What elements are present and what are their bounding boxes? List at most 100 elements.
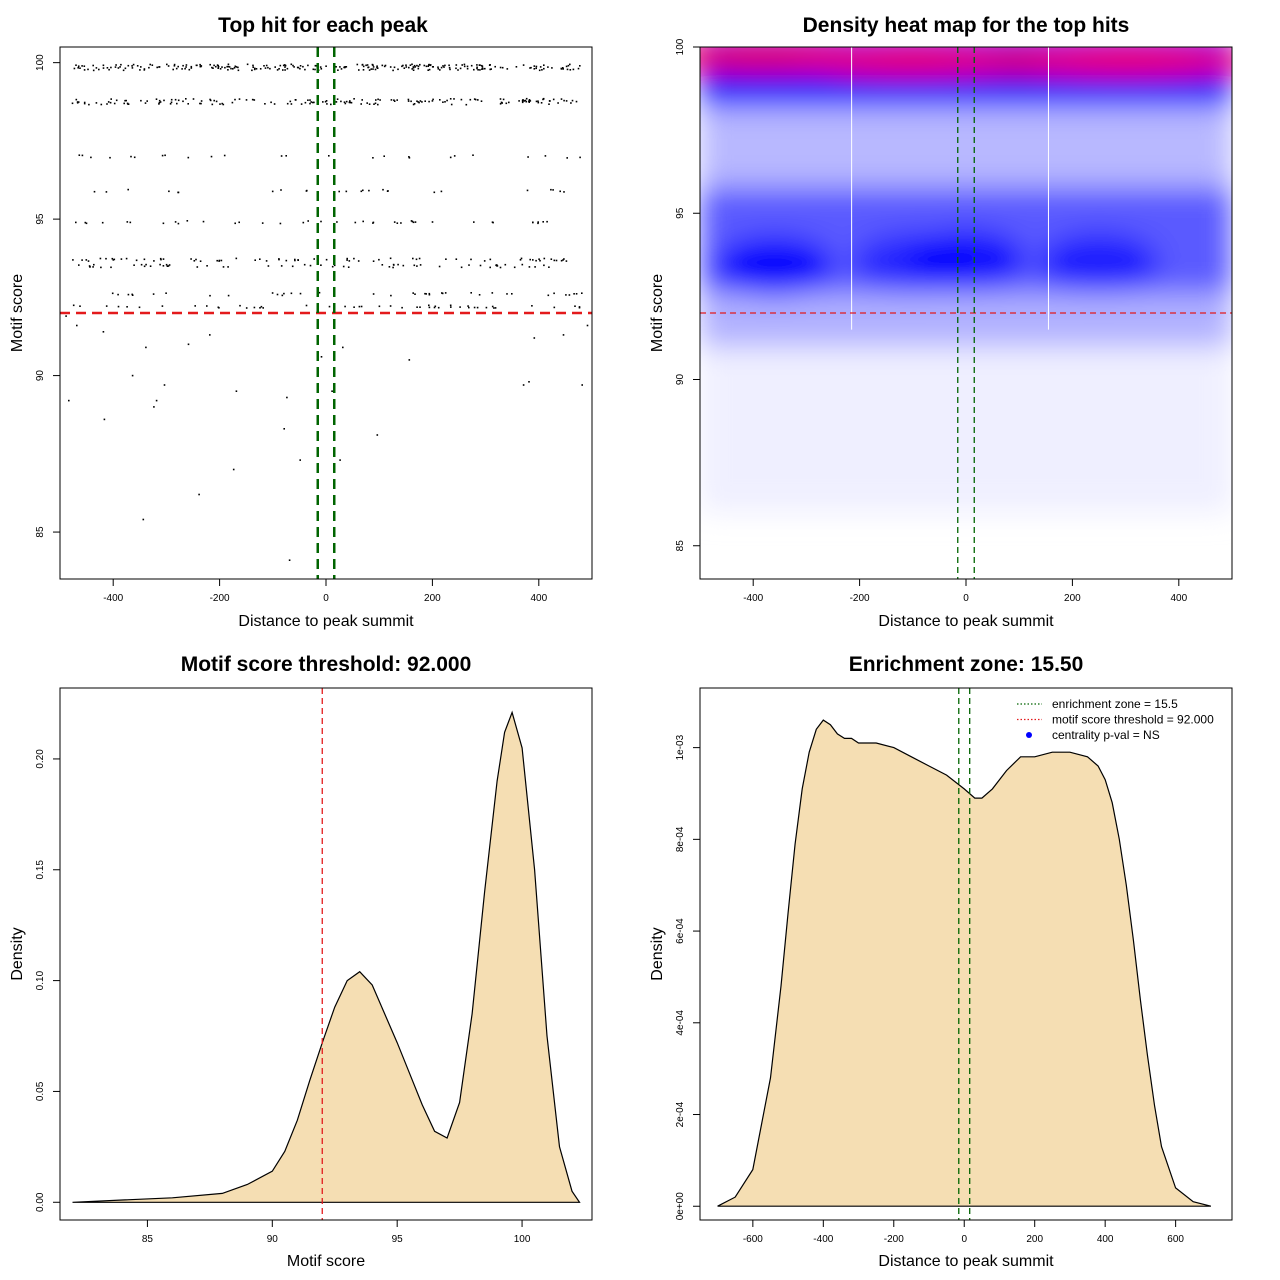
data-point	[483, 260, 486, 262]
chart-title: Motif score threshold: 92.000	[181, 653, 472, 676]
data-point	[344, 305, 346, 308]
data-point	[376, 66, 378, 69]
data-point	[120, 63, 122, 66]
data-point	[127, 188, 129, 191]
data-point	[271, 292, 274, 294]
data-point	[367, 66, 369, 69]
data-point	[290, 103, 293, 105]
data-point	[185, 64, 188, 66]
x-tick-label: 0	[323, 593, 329, 604]
data-point	[174, 98, 177, 101]
data-point	[428, 68, 431, 71]
data-point	[448, 64, 450, 67]
data-point	[299, 459, 301, 461]
legend-entry: enrichment zone = 15.5	[1017, 697, 1178, 711]
data-point	[131, 294, 134, 296]
data-point	[403, 67, 406, 69]
y-axis-label: Density	[9, 927, 26, 980]
data-point	[336, 98, 339, 100]
data-point	[469, 98, 472, 101]
data-point	[374, 68, 377, 71]
data-point	[286, 67, 289, 70]
heatmap-density	[700, 47, 1232, 513]
data-point	[218, 260, 220, 262]
data-point	[552, 189, 554, 191]
data-point	[480, 100, 483, 102]
data-point	[579, 65, 581, 67]
data-point	[174, 221, 177, 223]
data-point	[167, 265, 170, 267]
data-point	[107, 101, 110, 103]
data-point	[569, 63, 571, 66]
data-point	[170, 101, 173, 104]
data-point	[177, 65, 179, 68]
data-point	[232, 468, 235, 471]
data-point	[577, 67, 580, 70]
data-point	[437, 66, 439, 68]
data-point	[290, 292, 293, 295]
data-point	[265, 64, 268, 67]
data-point	[313, 258, 315, 260]
data-point	[424, 292, 426, 295]
legend-label: centrality p-val = NS	[1052, 728, 1160, 742]
data-point	[489, 266, 491, 269]
data-point	[126, 102, 129, 105]
data-point	[173, 63, 176, 66]
data-point	[221, 102, 223, 105]
data-point	[345, 100, 348, 103]
data-point	[87, 68, 89, 71]
data-point	[505, 102, 508, 105]
data-point	[416, 100, 418, 102]
data-point	[428, 100, 430, 103]
data-point	[199, 102, 201, 105]
data-point	[573, 293, 575, 295]
data-point	[571, 99, 574, 102]
data-point	[389, 257, 392, 260]
data-point	[234, 65, 237, 68]
data-point	[169, 103, 172, 105]
y-tick-label: 6e-04	[675, 918, 686, 944]
panel-top-hit-scatter: Top hit for each peak -400 -200 0 200 400 85 9…	[9, 14, 593, 630]
data-point	[279, 64, 282, 67]
data-point	[431, 100, 434, 102]
data-point	[466, 65, 469, 68]
data-point	[392, 266, 394, 269]
data-point	[320, 356, 323, 358]
y-tick-label: 0e+00	[675, 1192, 686, 1221]
data-point	[439, 99, 441, 101]
data-point	[438, 265, 441, 268]
data-point	[81, 65, 83, 67]
data-point	[361, 99, 363, 101]
data-point	[437, 306, 440, 309]
data-point	[309, 102, 311, 105]
data-point	[77, 65, 80, 67]
data-point	[433, 306, 436, 309]
data-point	[255, 68, 258, 70]
data-point	[231, 101, 234, 104]
data-point	[234, 98, 236, 101]
data-point	[90, 156, 92, 159]
data-point	[414, 221, 417, 223]
data-point	[555, 259, 558, 262]
data-point	[440, 190, 443, 193]
data-point	[309, 264, 312, 267]
data-point	[254, 259, 256, 261]
data-point	[397, 68, 399, 71]
data-point	[312, 68, 315, 71]
plot-content	[72, 688, 581, 1220]
data-point	[81, 154, 84, 157]
data-point	[219, 103, 221, 105]
data-point	[130, 155, 132, 158]
data-point	[473, 221, 475, 223]
data-point	[546, 220, 548, 223]
data-point	[302, 221, 305, 224]
data-point	[123, 102, 125, 105]
data-point	[520, 257, 523, 260]
data-point	[532, 259, 534, 261]
data-point	[560, 259, 563, 262]
data-point	[572, 68, 575, 71]
data-point	[145, 346, 147, 349]
data-point	[72, 259, 74, 261]
data-point	[182, 64, 184, 67]
data-point	[227, 266, 229, 268]
